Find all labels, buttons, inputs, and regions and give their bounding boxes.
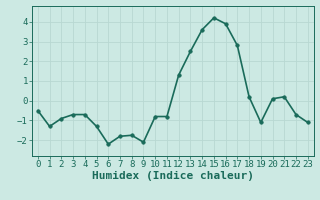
X-axis label: Humidex (Indice chaleur): Humidex (Indice chaleur) [92,171,254,181]
